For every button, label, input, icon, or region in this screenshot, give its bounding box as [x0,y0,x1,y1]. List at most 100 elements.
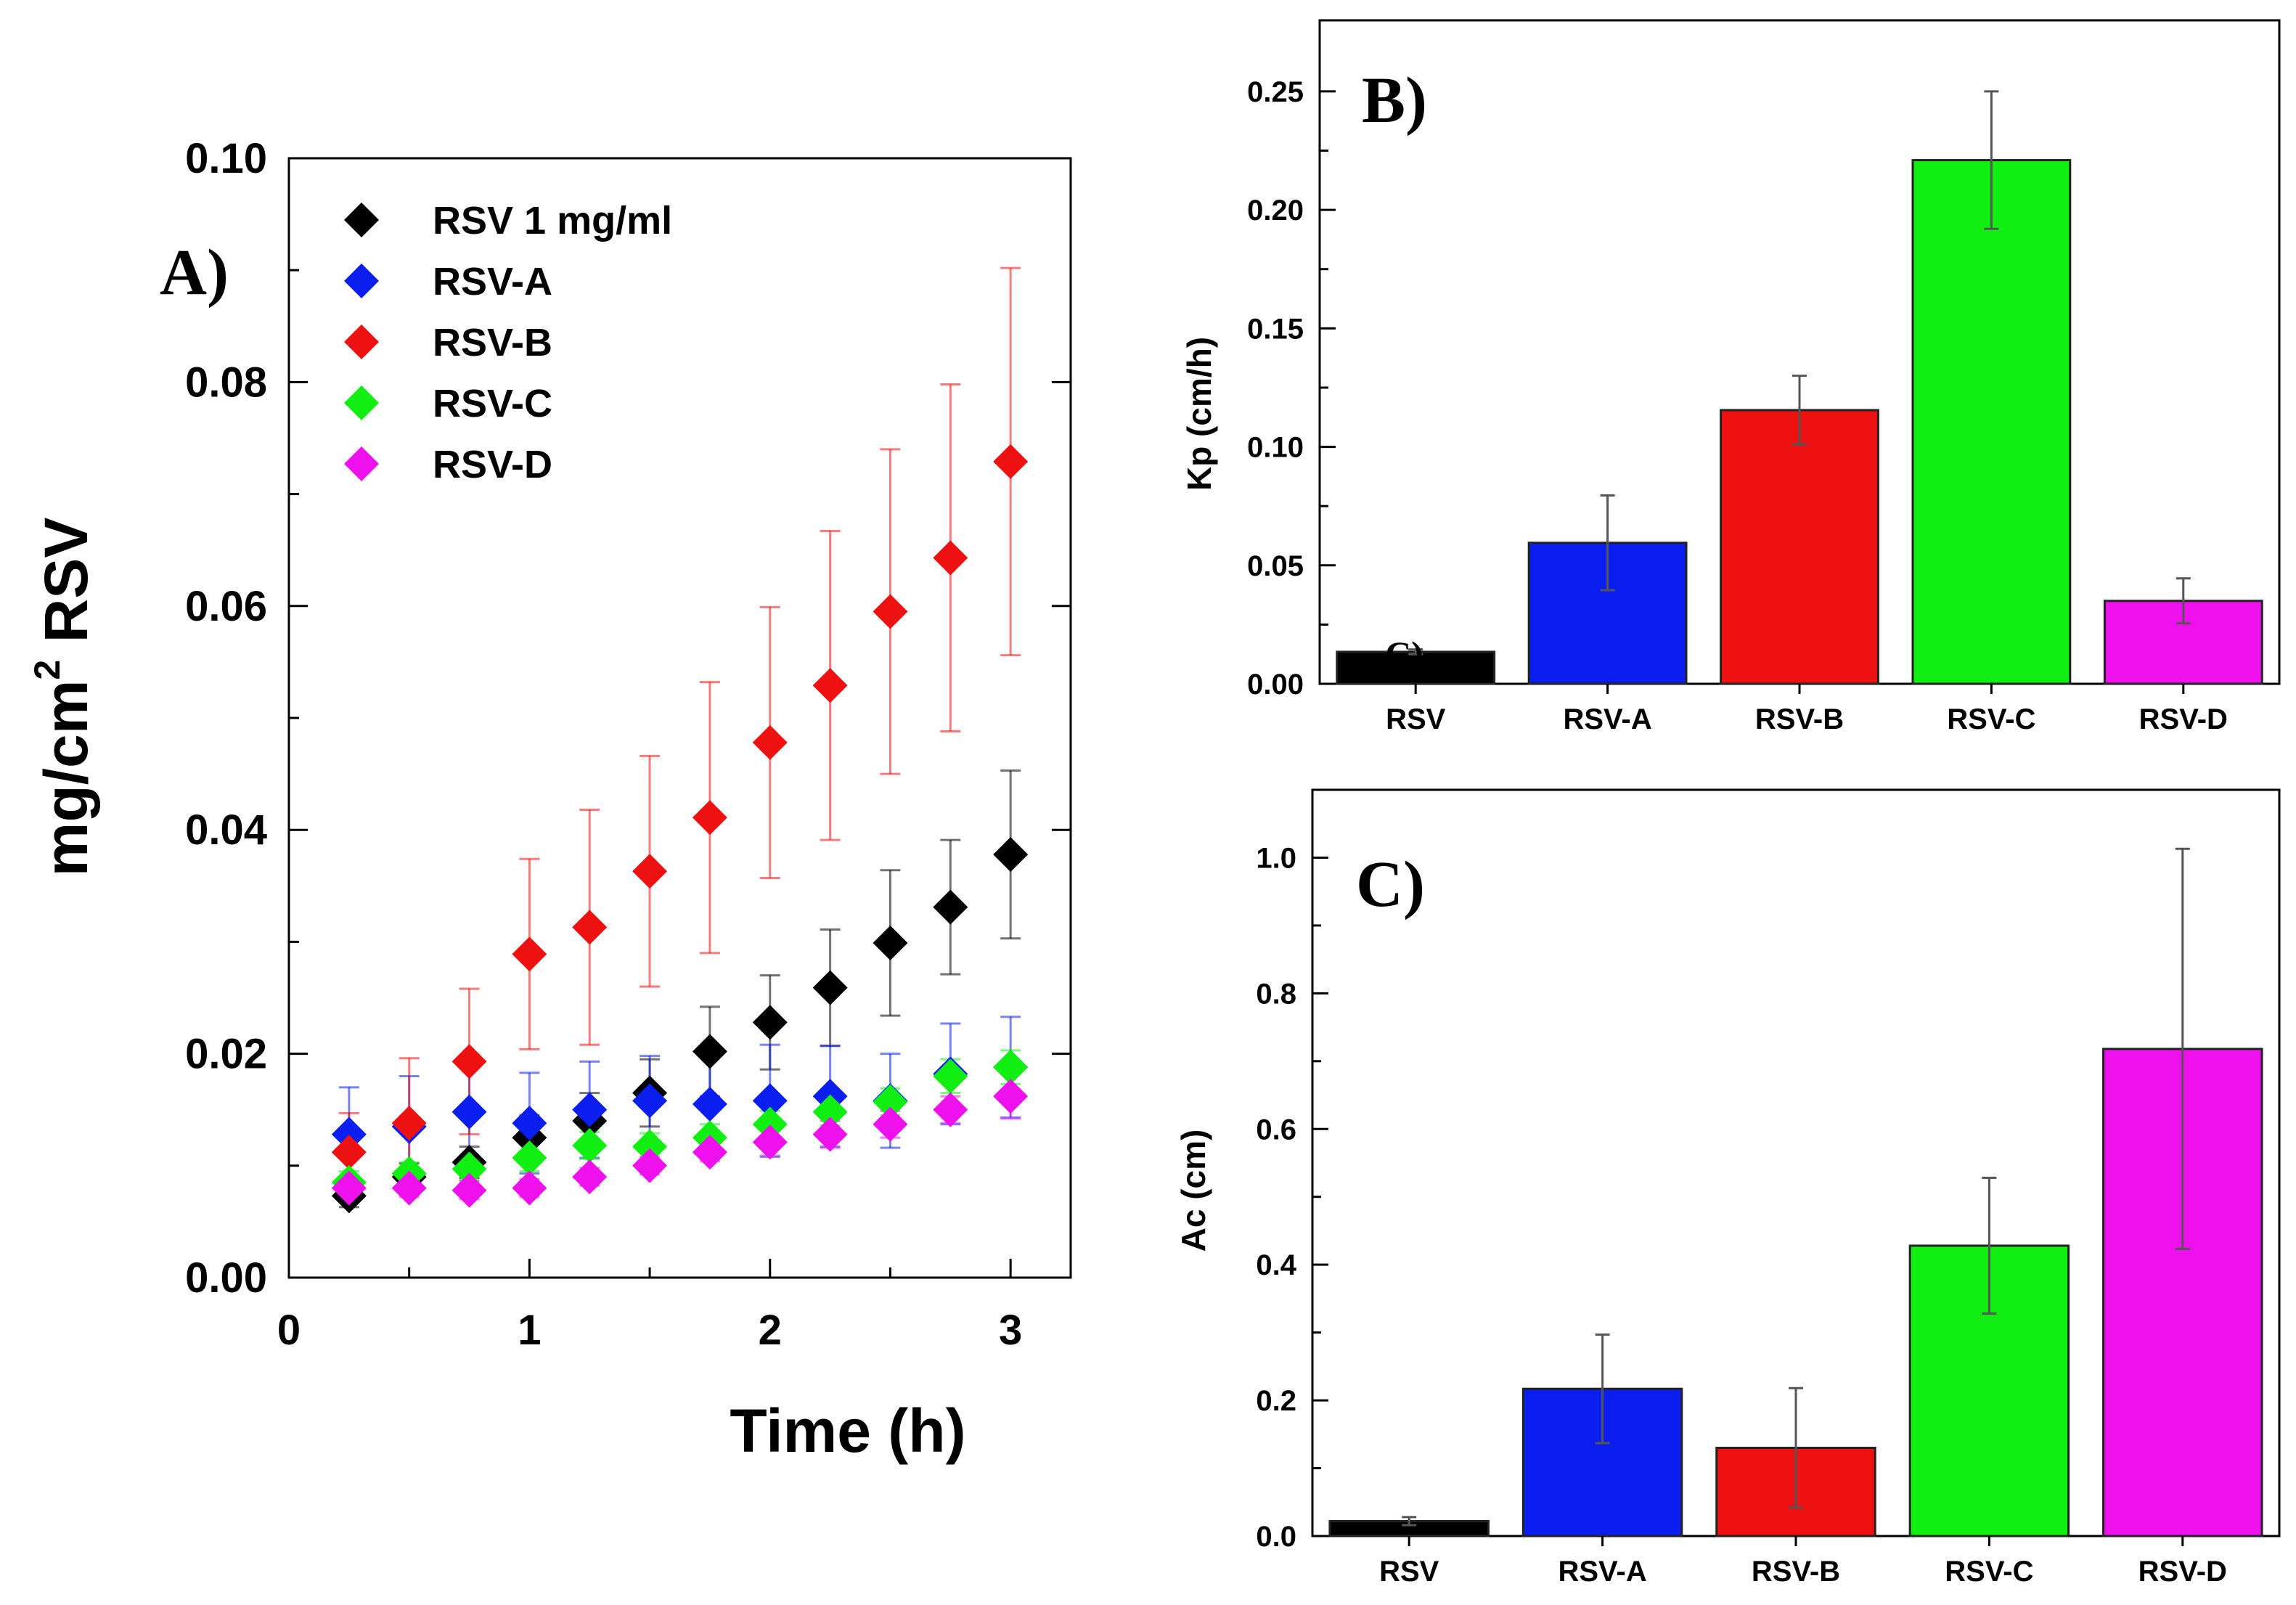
panel-a-y-axis-title: mg/cm2 RSV [27,518,100,877]
panel-a-data-point [692,800,727,836]
panel-a-data-point [812,970,848,1005]
panel-c-y-axis: 0.0 0.2 0.4 0.6 0.8 1.0 [1256,842,1328,1553]
panel-a-data-point [933,1092,968,1127]
panel-a-y-axis-title-sup: 2 [27,660,68,680]
panel-b-x-tick-label: RSV-C [1947,703,2035,735]
panel-b-y-axis-title: Kp (cm/h) [1180,337,1218,491]
panel-b-bars [1336,90,2263,685]
panel-a-legend: RSV 1 mg/ml RSV-A RSV-B RSV-C RSV-D [344,199,672,486]
panel-c-x-tick-label: RSV-A [1558,1556,1646,1588]
panel-a-y-tick-label: 0.10 [185,135,267,182]
panel-a-scatter-chart: 0.00 0.02 0.04 0.06 0.08 0.10 0 1 2 3 RSV 1 mg/m… [27,135,1072,1465]
panel-b-y-tick-label: 0.00 [1247,669,1304,701]
panel-c-bars [1328,847,2263,1537]
panel-b-x-tick-label: RSV-D [2139,703,2228,735]
panel-a-legend-marker [344,264,379,298]
panel-c-x-axis: RSV RSV-A RSV-B RSV-C RSV-D [1379,1536,2227,1588]
panel-a-data-point [632,1148,668,1183]
panel-a-data-point [391,1170,427,1206]
panel-a-data-point [993,837,1029,873]
panel-c-y-tick-label: 1.0 [1256,842,1296,874]
panel-a-data-point [572,910,608,945]
panel-a-data-point [993,444,1029,479]
panel-a-x-axis: 0 1 2 3 [277,1259,1022,1354]
panel-a-data-point [452,1151,487,1187]
panel-a-x-axis-title: Time (h) [730,1397,965,1465]
panel-a-legend-marker [344,446,379,481]
panel-a-x-tick-label: 2 [759,1307,782,1354]
panel-a-y-axis-title-tail: RSV [32,518,100,660]
panel-b-y-tick-label: 0.15 [1247,313,1304,345]
panel-a-data-point [752,1083,788,1119]
panel-a-data-point [331,1170,367,1206]
panel-a-data-point [692,1034,727,1069]
panel-b-y-tick-label: 0.10 [1247,432,1304,464]
panel-b-y-tick-label: 0.05 [1247,550,1304,582]
panel-c-bar-chart: 0.00.20.40.60.81.0 RSV RSV-A RSV-B RSV-C RSV… [1174,788,2281,1588]
panel-c-x-tick-label: RSV-D [2138,1556,2227,1588]
panel-a-y-tick-label: 0.00 [185,1254,267,1302]
panel-b-x-tick-label: RSV [1386,703,1446,735]
panel-b-y-tick-label: 0.20 [1247,195,1304,226]
panel-a-data-point [873,594,908,629]
panel-a-data-point [331,1116,367,1152]
panel-a-data-point [933,889,968,925]
panel-a-legend-marker [344,385,379,420]
panel-b-y-tick-label: 0.25 [1247,76,1304,108]
panel-a-data-point [812,668,848,703]
panel-a-data-point [331,1135,367,1170]
panel-b-y-axis: 0.00 0.05 0.10 0.15 0.20 0.25 [1247,76,1336,701]
panel-a-y-tick-label: 0.08 [185,359,267,406]
panel-a-data-point [752,1124,788,1160]
panel-b-label: B) [1362,65,1427,136]
panel-b-bar-chart: 0.000.050.100.150.200.25 RSV RSV-A RSV-B RS… [1180,19,2281,735]
panel-a-y-tick-label: 0.02 [185,1031,267,1078]
panel-a-data-point [752,1106,788,1142]
panel-a-legend-label: RSV 1 mg/ml [433,199,672,242]
panel-a-data-point [993,1079,1029,1114]
panel-a-y-tick-label: 0.06 [185,583,267,630]
panel-a-legend-marker [344,203,379,237]
panel-a-data-point [873,925,908,960]
panel-a-data-point [933,540,968,576]
panel-a-legend-marker [344,324,379,359]
panel-a-x-tick-label: 0 [277,1307,301,1354]
panel-c-bar [1521,1387,1683,1537]
panel-a-data-point [752,724,788,760]
panel-c-x-tick-label: RSV [1379,1556,1439,1588]
panel-a-x-tick-label: 1 [518,1307,541,1354]
panel-a-data-point [512,1140,547,1176]
panel-a-data-point [873,1084,908,1119]
panel-a-data-point [632,854,668,889]
panel-a-legend-label: RSV-D [433,443,552,486]
panel-a-data-point [572,1092,608,1127]
panel-a-data-point [512,936,547,972]
panel-a-data-point [452,1044,487,1079]
panel-b-x-axis: RSV RSV-A RSV-B RSV-C RSV-D [1386,684,2228,735]
panel-a-x-tick-label: 3 [999,1307,1022,1354]
panel-c-y-axis-title: Ac (cm) [1174,1130,1212,1252]
panel-a-data-point [452,1094,487,1130]
panel-b-x-tick-label: RSV-B [1755,703,1844,735]
panel-a-data-points [331,444,1029,1214]
panel-a-data-point [812,1094,848,1130]
panel-c-y-tick-label: 0.8 [1256,978,1296,1010]
panel-b-x-tick-label: RSV-A [1563,703,1651,735]
panel-a-data-point [933,1058,968,1094]
panel-a-legend-label: RSV-C [433,382,552,425]
panel-c-label: C) [1356,849,1425,920]
panel-a-data-point [692,1135,727,1170]
panel-a-y-axis: 0.00 0.02 0.04 0.06 0.08 0.10 [185,135,1071,1302]
panel-c-y-tick-label: 0.4 [1256,1249,1296,1281]
panel-a-data-point [632,1083,668,1119]
panel-a-data-point [512,1170,547,1206]
panel-c-y-tick-label: 0.2 [1256,1385,1296,1417]
panel-c-x-tick-label: RSV-B [1752,1556,1840,1588]
panel-a-data-point [692,1086,727,1122]
panel-a-legend-label: RSV-B [433,321,552,364]
panel-b-bar [1720,409,1879,685]
panel-a-legend-label: RSV-A [433,260,552,303]
panel-a-data-point [993,1050,1029,1085]
panel-c-x-tick-label: RSV-C [1945,1556,2033,1588]
